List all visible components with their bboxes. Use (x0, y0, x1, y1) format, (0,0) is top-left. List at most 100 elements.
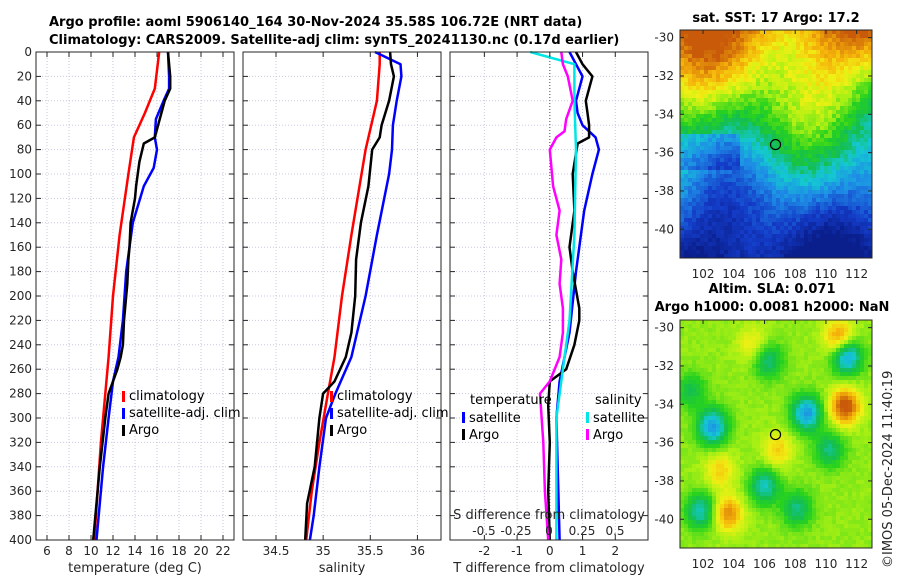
map-cell (812, 376, 817, 381)
map-cell (748, 380, 753, 385)
map-cell (792, 130, 797, 135)
map-cell (856, 98, 861, 103)
map-cell (704, 46, 709, 51)
map-cell (812, 452, 817, 457)
map-cell (724, 432, 729, 437)
map-cell (764, 98, 769, 103)
map-cell (776, 166, 781, 171)
map-cell (716, 126, 721, 131)
map-cell (696, 130, 701, 135)
map-cell (824, 448, 829, 453)
map-cell (832, 198, 837, 203)
map-cell (736, 404, 741, 409)
map-cell (756, 234, 761, 239)
map-cell (736, 122, 741, 127)
map-cell (752, 194, 757, 199)
map-cell (692, 178, 697, 183)
map-cell (712, 154, 717, 159)
map-cell (852, 202, 857, 207)
map-cell (700, 30, 705, 35)
map-cell (836, 162, 841, 167)
map-cell (768, 412, 773, 417)
map-cell (820, 98, 825, 103)
map-cell (692, 368, 697, 373)
map-cell (728, 368, 733, 373)
map-cell (792, 138, 797, 143)
map-cell (828, 78, 833, 83)
y-tick-label: -38 (654, 184, 674, 198)
map-cell (832, 222, 837, 227)
map-cell (748, 110, 753, 115)
map-cell (812, 396, 817, 401)
map-cell (736, 214, 741, 219)
map-cell (712, 214, 717, 219)
map-cell (708, 90, 713, 95)
map-cell (724, 62, 729, 67)
map-cell (832, 182, 837, 187)
map-cell (832, 174, 837, 179)
map-cell (772, 90, 777, 95)
map-cell (864, 340, 869, 345)
map-cell (760, 440, 765, 445)
map-cell (856, 328, 861, 333)
map-cell (732, 424, 737, 429)
map-cell (820, 404, 825, 409)
map-cell (820, 384, 825, 389)
map-cell (692, 468, 697, 473)
argo-float-marker (769, 138, 782, 151)
map-cell (700, 38, 705, 43)
map-cell (868, 396, 873, 401)
map-cell (836, 186, 841, 191)
map-cell (712, 30, 717, 35)
map-cell (808, 46, 813, 51)
map-cell (804, 122, 809, 127)
map-cell (772, 46, 777, 51)
map-cell (736, 234, 741, 239)
map-cell (736, 460, 741, 465)
map-cell (784, 456, 789, 461)
map-cell (736, 332, 741, 337)
map-cell (788, 392, 793, 397)
map-cell (732, 162, 737, 167)
map-cell (860, 146, 865, 151)
map-cell (716, 324, 721, 329)
map-cell (784, 86, 789, 91)
map-cell (732, 166, 737, 171)
map-cell (764, 356, 769, 361)
map-cell (696, 364, 701, 369)
map-cell (792, 222, 797, 227)
map-cell (812, 110, 817, 115)
map-cell (724, 364, 729, 369)
map-cell (684, 214, 689, 219)
map-cell (744, 182, 749, 187)
map-cell (756, 408, 761, 413)
map-cell (828, 384, 833, 389)
map-cell (692, 340, 697, 345)
map-cell (700, 98, 705, 103)
map-cell (760, 416, 765, 421)
map-cell (800, 436, 805, 441)
map-cell (808, 222, 813, 227)
map-cell (724, 472, 729, 477)
map-cell (852, 150, 857, 155)
map-cell (828, 226, 833, 231)
map-cell (844, 452, 849, 457)
map-cell (732, 42, 737, 47)
map-cell (764, 134, 769, 139)
map-cell (732, 472, 737, 477)
map-cell (828, 98, 833, 103)
map-cell (812, 106, 817, 111)
map-cell (704, 58, 709, 63)
map-cell (716, 226, 721, 231)
map-cell (700, 170, 705, 175)
map-cell (868, 70, 873, 75)
map-cell (848, 142, 853, 147)
map-cell (848, 46, 853, 51)
map-cell (696, 324, 701, 329)
map-cell (852, 218, 857, 223)
map-cell (728, 464, 733, 469)
map-cell (680, 380, 685, 385)
map-cell (716, 54, 721, 59)
map-cell (680, 46, 685, 51)
map-cell (768, 198, 773, 203)
